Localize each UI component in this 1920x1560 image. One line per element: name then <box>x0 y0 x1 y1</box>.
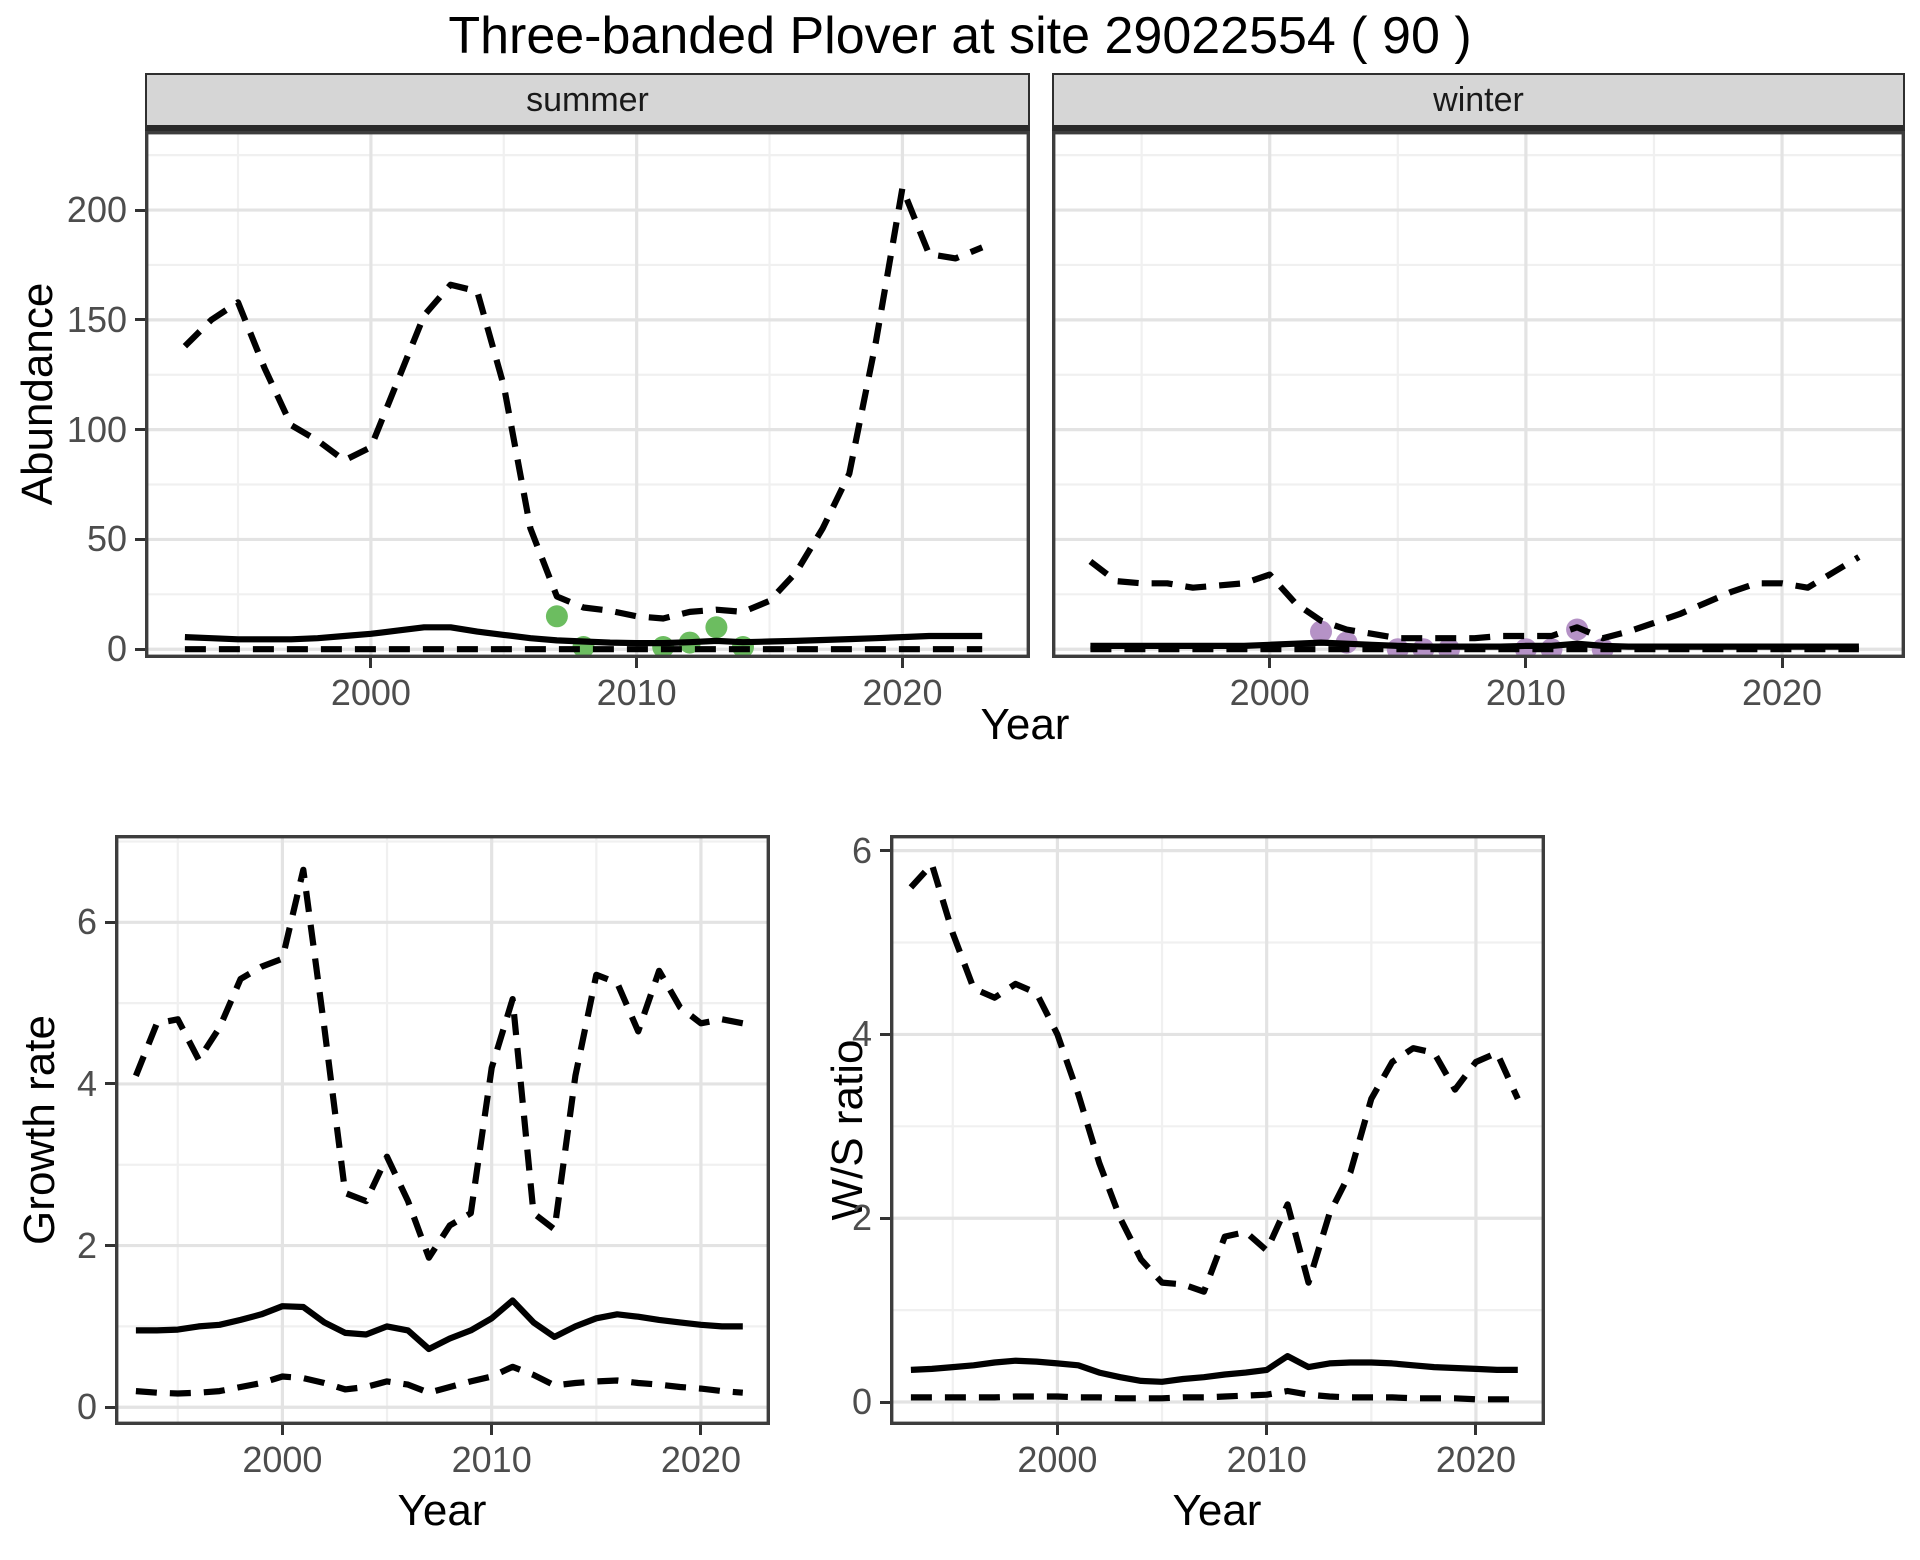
facet-strip-winter: winter <box>1052 73 1905 131</box>
x-axis-tick-label: 2000 <box>242 1439 323 1480</box>
ws-ratio-axis-title: W/S ratio <box>823 1039 872 1221</box>
x-axis-tick-label: 2020 <box>1435 1439 1516 1480</box>
panel-border <box>145 131 1030 658</box>
x-axis-tick <box>900 658 904 668</box>
winter-median-line <box>1090 639 1859 650</box>
winter-data-point <box>1310 620 1332 643</box>
x-axis-tick <box>1780 658 1784 668</box>
x-axis-tick <box>1474 1425 1478 1435</box>
growth-upper_ci-line <box>133 866 744 1261</box>
y-axis-tick-label: 6 <box>851 829 872 871</box>
y-axis-tick-label: 50 <box>86 518 127 560</box>
x-axis-tick-label: 2010 <box>1226 1439 1307 1480</box>
growth-rate-axis-title: Growth rate <box>15 1015 64 1245</box>
y-axis-tick-label: 0 <box>851 1381 872 1423</box>
y-axis-tick-label: 2 <box>851 1197 872 1239</box>
x-axis-tick-label: 2000 <box>330 672 411 713</box>
y-axis-tick <box>880 1400 890 1404</box>
summer-median-line <box>184 624 983 647</box>
y-axis-tick-label: 100 <box>66 408 127 450</box>
x-axis-tick <box>280 1425 284 1435</box>
y-axis-tick-label: 2 <box>76 1224 97 1266</box>
year-axis-title-top: Year <box>980 700 1070 749</box>
y-axis-tick-label: 4 <box>851 1013 872 1055</box>
facet-strip-winter-label: winter <box>1433 80 1524 119</box>
winter-panel <box>1052 131 1905 658</box>
summer-data-point <box>705 616 728 639</box>
x-axis-tick <box>1524 658 1528 668</box>
x-axis-tick <box>369 658 373 668</box>
y-axis-tick <box>105 1405 115 1409</box>
growth-median-line <box>135 1297 743 1353</box>
x-axis-tick-label: 2010 <box>1485 672 1566 713</box>
facet-strip-summer-label: summer <box>526 80 649 119</box>
y-axis-tick <box>135 318 145 322</box>
year-axis-title-bottom-right: Year <box>1172 1486 1262 1535</box>
y-axis-tick <box>880 1032 890 1036</box>
x-axis-tick-label: 2020 <box>660 1439 741 1480</box>
ws-panel <box>890 835 1545 1425</box>
y-axis-tick <box>105 920 115 924</box>
ws-median-line <box>910 1353 1518 1385</box>
x-axis-tick <box>490 1425 494 1435</box>
year-axis-title-bottom-left: Year <box>397 1486 487 1535</box>
y-axis-tick <box>880 849 890 853</box>
y-axis-tick <box>105 1082 115 1086</box>
y-axis-tick-label: 150 <box>66 298 127 340</box>
x-axis-tick-label: 2010 <box>451 1439 532 1480</box>
x-axis-tick <box>1055 1425 1059 1435</box>
y-axis-tick <box>135 428 145 432</box>
y-axis-tick-label: 0 <box>76 1386 97 1428</box>
summer-data-point <box>545 605 568 628</box>
summer-panel <box>145 131 1030 658</box>
x-axis-tick <box>635 658 639 668</box>
y-axis-tick <box>135 537 145 541</box>
y-axis-tick <box>135 208 145 212</box>
facet-strip-summer: summer <box>145 73 1030 131</box>
x-axis-tick-label: 2020 <box>1741 672 1823 713</box>
y-axis-tick-label: 4 <box>76 1062 97 1104</box>
ws-lower_ci-line <box>910 1387 1518 1403</box>
ws-upper_ci-line <box>908 861 1521 1295</box>
x-axis-tick-label: 2010 <box>596 672 677 713</box>
panel-border <box>890 835 1545 1425</box>
panel-border <box>1052 131 1905 658</box>
y-axis-tick-label: 0 <box>106 628 127 670</box>
x-axis-tick <box>699 1425 703 1435</box>
y-axis-tick <box>105 1244 115 1248</box>
y-axis-tick <box>135 647 145 651</box>
growth-lower_ci-line <box>135 1363 744 1397</box>
growth-panel <box>115 835 770 1425</box>
summer-upper_ci-line <box>182 185 984 622</box>
y-axis-tick <box>880 1216 890 1220</box>
x-axis-tick-label: 2020 <box>862 672 943 713</box>
plot-title: Three-banded Plover at site 29022554 ( 9… <box>448 7 1472 65</box>
x-axis-tick-label: 2000 <box>1229 672 1310 713</box>
x-axis-tick <box>1265 1425 1269 1435</box>
y-axis-tick-label: 6 <box>76 901 97 943</box>
x-axis-tick-label: 2000 <box>1017 1439 1098 1480</box>
winter-upper_ci-line <box>1088 554 1861 642</box>
x-axis-tick <box>1268 658 1272 668</box>
y-axis-tick-label: 200 <box>66 189 127 231</box>
panel-border <box>115 835 770 1425</box>
